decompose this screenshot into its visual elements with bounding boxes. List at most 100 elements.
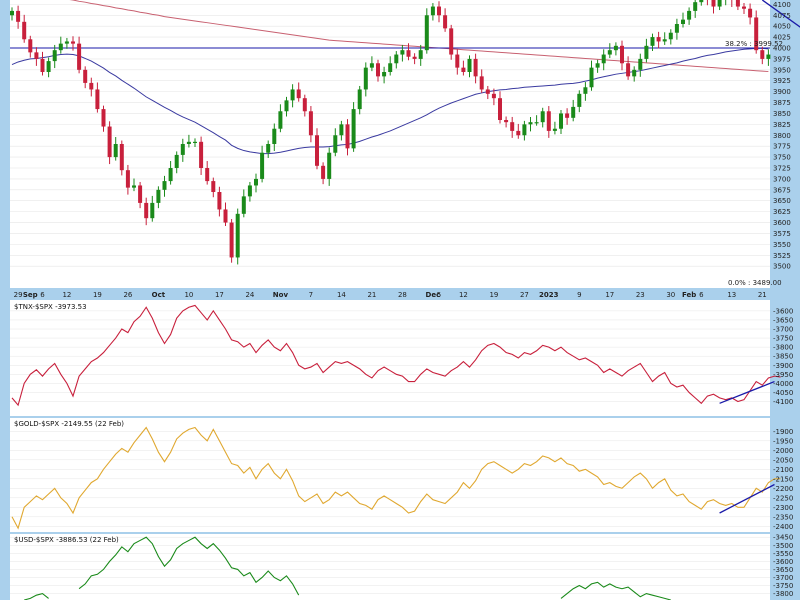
date-tick-label: 12 bbox=[62, 291, 71, 299]
usd-y-tick: -3650 bbox=[773, 566, 793, 574]
gold-trend-layer bbox=[719, 483, 775, 514]
price-y-tick: 3675 bbox=[773, 186, 791, 194]
price-y-tick: 3575 bbox=[773, 230, 791, 238]
usd-panel: -3450-3500-3550-3600-3650-3700-3750-3800… bbox=[10, 534, 793, 600]
ma-long-layer bbox=[69, 0, 769, 73]
price-y-tick: 3525 bbox=[773, 252, 791, 260]
tnx-y-tick: -4000 bbox=[773, 380, 793, 388]
candle-body bbox=[510, 122, 515, 131]
candle-body bbox=[540, 111, 545, 123]
date-tick-label: 7 bbox=[309, 291, 313, 299]
price-y-tick: 4100 bbox=[773, 1, 791, 9]
tnx-line-layer bbox=[11, 304, 781, 407]
date-tick-label: 21 bbox=[367, 291, 376, 299]
price-trendline bbox=[761, 0, 800, 28]
price-y-tick: 3725 bbox=[773, 165, 791, 173]
price-y-tick: 3850 bbox=[773, 110, 791, 118]
date-tick-label: 23 bbox=[636, 291, 645, 299]
gold-y-tick: -2000 bbox=[773, 447, 793, 455]
candle-body bbox=[461, 67, 466, 72]
gold-y-tick: -2200 bbox=[773, 485, 793, 493]
candle-body bbox=[119, 144, 124, 171]
date-tick-label: 6 bbox=[40, 291, 45, 299]
candle-body bbox=[327, 152, 332, 179]
date-tick-label: 13 bbox=[727, 291, 736, 299]
candle-body bbox=[16, 10, 21, 22]
usd-gridlines bbox=[10, 536, 770, 594]
gold-y-tick: -2050 bbox=[773, 456, 793, 464]
usd-line-layer bbox=[24, 536, 671, 600]
price-panel: 4100 4075 4050 4025 4000 3975 3950 3925 3900 3875… bbox=[10, 0, 800, 288]
candle-body bbox=[394, 54, 399, 64]
candle-body bbox=[278, 111, 283, 129]
candle-body bbox=[89, 82, 94, 90]
gold-gridlines bbox=[10, 431, 770, 527]
candle-body bbox=[10, 10, 14, 16]
ma-short-layer bbox=[11, 47, 769, 155]
candle-body bbox=[272, 128, 277, 144]
candle-body bbox=[473, 58, 478, 77]
candle-body bbox=[742, 6, 746, 9]
candle-body bbox=[302, 98, 307, 112]
candle-body bbox=[516, 130, 521, 136]
candle-body bbox=[748, 8, 753, 18]
candle-body bbox=[345, 124, 350, 149]
candle-body bbox=[644, 45, 649, 59]
usd-y-tick: -3700 bbox=[773, 574, 793, 582]
price-trend-layer bbox=[761, 0, 800, 28]
candle-body bbox=[351, 109, 356, 149]
candle-body bbox=[144, 202, 149, 219]
candle-body bbox=[223, 209, 228, 223]
gold-y-tick: -2250 bbox=[773, 494, 793, 502]
candle-body bbox=[522, 124, 527, 136]
gold-y-tick: -2300 bbox=[773, 504, 793, 512]
price-y-tick: 3500 bbox=[773, 263, 791, 271]
candle-body bbox=[376, 63, 380, 77]
candle-body bbox=[443, 15, 448, 29]
candle-body bbox=[40, 58, 45, 72]
candle-body bbox=[491, 93, 496, 99]
candle-body bbox=[28, 39, 33, 53]
price-y-tick: 3700 bbox=[773, 175, 791, 183]
candle-body bbox=[205, 168, 210, 182]
tnx-y-axis: -3600-3650 -3700-3750-3800-3850-3900-3950… bbox=[773, 307, 793, 406]
usd-y-tick: -3550 bbox=[773, 550, 793, 558]
gold-y-tick: -2350 bbox=[773, 513, 793, 521]
candle-body bbox=[498, 98, 502, 120]
usd-y-tick: -3450 bbox=[773, 534, 793, 542]
candle-body bbox=[138, 185, 143, 203]
candle-body bbox=[101, 109, 106, 127]
price-y-tick: 3775 bbox=[773, 143, 791, 151]
tnx-plot-area bbox=[10, 300, 770, 416]
date-tick-label: 10 bbox=[184, 291, 193, 299]
candle-body bbox=[52, 50, 57, 62]
date-tick-label: 17 bbox=[215, 291, 224, 299]
candle-body bbox=[254, 178, 258, 186]
candle-body bbox=[693, 2, 698, 11]
candle-body bbox=[662, 39, 667, 42]
candle-body bbox=[577, 93, 582, 107]
candle-body bbox=[754, 17, 759, 51]
candle-body bbox=[284, 100, 289, 112]
candle-body bbox=[369, 63, 374, 68]
date-tick-label: Sep bbox=[23, 291, 38, 299]
gold-panel-title: $GOLD-$SPX -2149.55 (22 Feb) bbox=[14, 420, 124, 428]
candle-body bbox=[357, 89, 362, 110]
price-y-axis: 4100 4075 4050 4025 4000 3975 3950 3925 3900 3875… bbox=[773, 1, 791, 271]
candle-body bbox=[613, 45, 618, 51]
tnx-series-line bbox=[11, 304, 781, 407]
candle-body bbox=[565, 113, 570, 118]
price-y-tick: 3975 bbox=[773, 55, 791, 63]
gold-plot-area bbox=[10, 418, 770, 532]
candle-body bbox=[437, 6, 441, 16]
tnx-y-tick: -3650 bbox=[773, 316, 793, 324]
candle-body bbox=[607, 50, 612, 55]
candle-body bbox=[95, 89, 100, 110]
tnx-y-tick: -3700 bbox=[773, 326, 793, 334]
candle-body bbox=[308, 111, 313, 136]
candle-body bbox=[546, 111, 551, 131]
date-tick-label: 28 bbox=[398, 291, 407, 299]
candle-body bbox=[382, 72, 387, 77]
date-tick-label: Feb bbox=[682, 291, 696, 299]
candle-body bbox=[156, 189, 161, 203]
